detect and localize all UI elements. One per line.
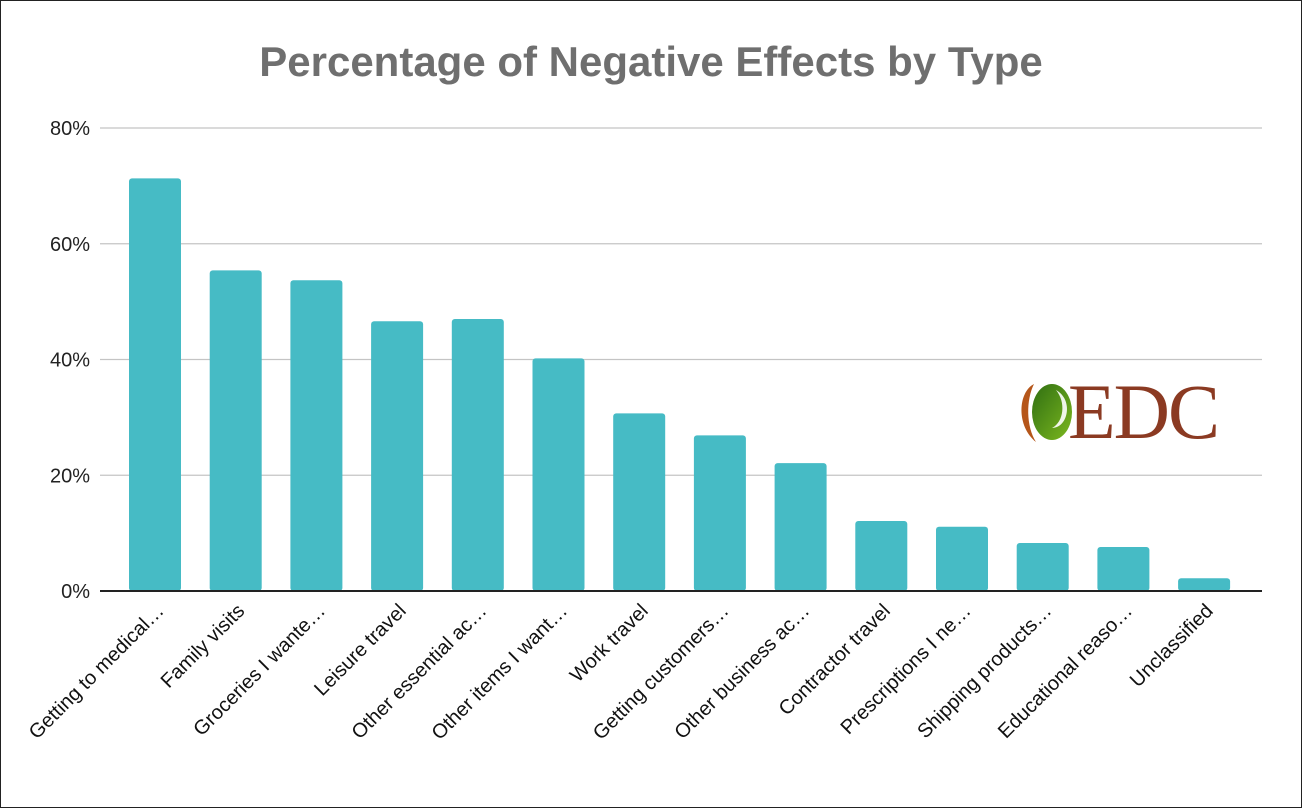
edc-leaf-icon [1021, 384, 1072, 442]
chart-title: Percentage of Negative Effects by Type [259, 38, 1043, 85]
y-tick-label: 40% [50, 350, 90, 372]
bar [129, 178, 181, 591]
bars [129, 178, 1231, 591]
x-tick-label: Groceries I wante… [189, 600, 330, 741]
bar [1016, 542, 1069, 591]
y-axis-ticks: 0% 20% 40% 60% 80% [50, 118, 90, 603]
bar [1178, 578, 1231, 591]
bar [290, 280, 343, 591]
bar [451, 318, 504, 591]
x-tick-label: Shipping products… [913, 600, 1056, 743]
bar [209, 270, 262, 591]
y-tick-label: 80% [50, 118, 90, 140]
x-tick-label: Getting to medical… [25, 600, 169, 744]
bar [774, 463, 827, 591]
bar [693, 435, 746, 591]
x-tick-label: Educational reaso… [994, 600, 1137, 743]
x-tick-label: Other essential ac… [348, 600, 492, 744]
x-axis-labels: Getting to medical…Family visitsGrocerie… [25, 600, 1218, 744]
bar [371, 321, 424, 591]
bar [1097, 547, 1150, 591]
y-tick-label: 20% [50, 465, 90, 487]
edc-logo: EDC [1016, 370, 1261, 454]
x-tick-label: Work travel [566, 600, 653, 687]
bar [613, 413, 666, 591]
x-tick-label: Getting customers… [589, 600, 733, 744]
bar [855, 520, 908, 591]
bar [532, 358, 585, 591]
x-tick-label: Other items I want… [428, 600, 572, 744]
edc-logo-text: EDC [1068, 368, 1220, 455]
x-tick-label: Unclassified [1126, 600, 1218, 692]
x-tick-label: Other business ac… [670, 600, 814, 744]
y-tick-label: 0% [61, 581, 90, 603]
y-tick-label: 60% [50, 234, 90, 256]
bar [936, 526, 988, 591]
